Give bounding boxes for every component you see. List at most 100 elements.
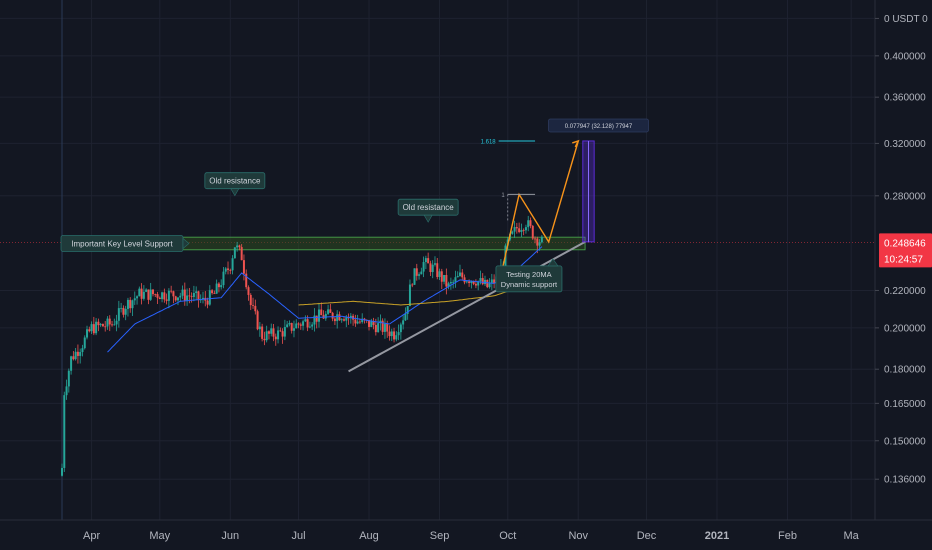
- candle-body: [420, 271, 423, 275]
- price-tick-label: 0.180000: [884, 365, 926, 376]
- candle-body: [181, 289, 184, 296]
- candle-body: [101, 324, 104, 327]
- candle-body: [308, 326, 311, 328]
- candle-body: [277, 330, 280, 340]
- candle-body: [188, 295, 191, 297]
- price-axis[interactable]: 0 USDT 0 0.400000 0.360000 0.320000 0.280000…: [874, 0, 932, 550]
- candle-body: [474, 283, 477, 286]
- price-tick-label: 0.150000: [884, 436, 926, 447]
- candle-body: [540, 236, 543, 243]
- candle-body: [374, 324, 377, 333]
- candle-body: [320, 309, 323, 316]
- candle-body: [388, 331, 391, 337]
- candle-body: [472, 281, 475, 284]
- candle-body: [65, 386, 68, 396]
- candle-body: [136, 296, 139, 299]
- candle-body: [122, 307, 125, 315]
- candle-body: [72, 356, 75, 360]
- candle-body: [522, 229, 525, 231]
- candle-body: [311, 324, 314, 327]
- candle-body: [124, 308, 127, 315]
- candle-body: [281, 331, 284, 337]
- candle-body: [129, 299, 132, 309]
- candles: [61, 215, 543, 477]
- candle-body: [433, 263, 436, 265]
- candle-body: [151, 289, 154, 295]
- candle-body: [92, 324, 95, 334]
- candle-body: [247, 287, 250, 295]
- candle-body: [404, 313, 407, 321]
- candle-body: [133, 298, 136, 301]
- candle-body: [406, 306, 409, 314]
- key-level-zone-rect: [150, 236, 586, 251]
- price-axis-bg: [875, 0, 932, 550]
- candle-body: [104, 326, 107, 328]
- price-tick-label: 0.400000: [884, 51, 926, 62]
- candle-body: [202, 297, 205, 300]
- candle-body: [195, 291, 198, 294]
- candle-body: [356, 321, 359, 324]
- candle-body: [158, 297, 161, 300]
- candle-body: [163, 292, 166, 300]
- candle-body: [242, 260, 245, 274]
- last-price-countdown: 10:24:57: [884, 254, 923, 265]
- candle-body: [222, 271, 225, 286]
- key-level-label-pointer: [182, 237, 190, 250]
- candle-body: [379, 320, 382, 324]
- candle-body: [283, 327, 286, 337]
- candle-body: [458, 272, 461, 276]
- candle-body: [238, 245, 241, 248]
- candle-body: [488, 283, 491, 288]
- old-resistance-label-2-pointer: [423, 214, 433, 223]
- candle-body: [170, 290, 173, 292]
- candle-body: [465, 281, 468, 283]
- candle-body: [258, 326, 261, 330]
- candle-body: [81, 348, 84, 353]
- candle-body: [165, 299, 168, 301]
- candle-body: [292, 328, 295, 331]
- candle-body: [140, 288, 143, 299]
- candle-body: [265, 331, 268, 341]
- candle-body: [252, 305, 255, 306]
- candle-body: [186, 295, 189, 301]
- candle-body: [240, 247, 243, 261]
- candle-body: [131, 300, 134, 309]
- candle-body: [217, 283, 220, 288]
- old-resistance-label-2: Old resistance: [403, 203, 455, 212]
- candle-body: [317, 309, 320, 322]
- ascending-trendline: [348, 240, 586, 373]
- candle-body: [220, 285, 223, 288]
- candle-body: [142, 291, 145, 299]
- candle-body: [524, 227, 527, 231]
- time-axis[interactable]: Apr May Jun Jul Aug Sep Oct Nov Dec 2021 Feb Ma: [0, 519, 932, 550]
- candle-body: [440, 271, 443, 282]
- candle-body: [211, 290, 214, 294]
- candle-body: [461, 272, 464, 278]
- candle-body: [167, 290, 170, 301]
- time-tick-label: Aug: [359, 530, 379, 542]
- candle-body: [399, 324, 402, 333]
- candle-body: [456, 275, 459, 278]
- candle-body: [63, 395, 66, 468]
- candle-body: [395, 335, 398, 340]
- candle-body: [490, 279, 493, 284]
- candle-body: [224, 268, 227, 272]
- time-tick-label: Jun: [221, 530, 239, 542]
- candle-body: [236, 245, 239, 248]
- candle-body: [254, 305, 257, 312]
- candle-body: [534, 238, 537, 240]
- ma20-line: [107, 246, 543, 353]
- candle-body: [74, 351, 77, 360]
- candle-body: [270, 328, 273, 334]
- candle-body: [263, 338, 266, 341]
- price-tick-label: 0.165000: [884, 399, 926, 410]
- time-tick-label: Ma: [844, 530, 860, 542]
- candle-body: [115, 320, 118, 325]
- candle-body: [208, 290, 211, 305]
- candle-body: [192, 293, 195, 298]
- candle-body: [431, 264, 434, 273]
- price-tick-label: 0.136000: [884, 475, 926, 486]
- candle-body: [83, 337, 86, 349]
- candle-body: [279, 330, 282, 332]
